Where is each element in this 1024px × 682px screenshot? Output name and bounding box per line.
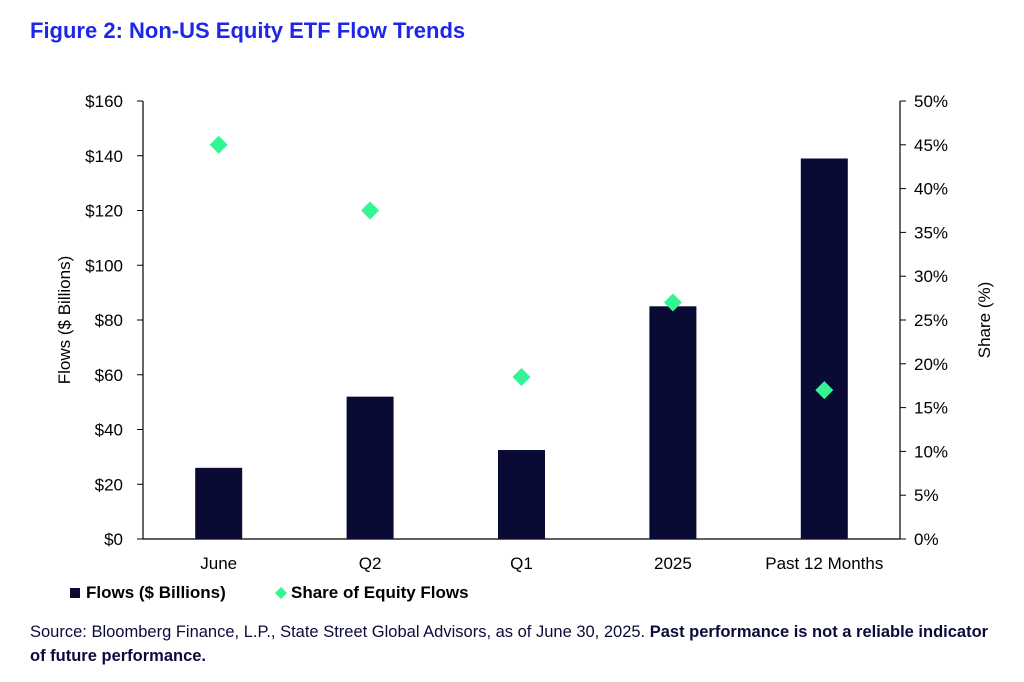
y-axis-title-right: Share (%) [975,282,994,359]
share-marker [361,201,380,220]
y-tick-label-left: $80 [95,311,123,330]
y-tick-label-left: $20 [95,475,123,494]
y-tick-label-right: 25% [914,311,948,330]
y-tick-label-left: $60 [95,366,123,385]
x-tick-label: 2025 [654,554,692,573]
y-tick-label-left: $0 [104,530,123,549]
bar [346,396,394,539]
y-tick-label-right: 10% [914,442,948,461]
share-marker [209,135,228,154]
y-axis-title-left: Flows ($ Billions) [55,256,74,384]
y-tick-label-right: 20% [914,355,948,374]
y-tick-label-right: 30% [914,267,948,286]
share-marker [663,293,682,312]
bar [800,158,848,540]
y-tick-label-left: $40 [95,421,123,440]
source-text: Source: Bloomberg Finance, L.P., State S… [30,623,650,641]
share-marker [815,381,834,400]
y-tick-label-right: 0% [914,530,939,549]
y-tick-label-right: 50% [914,92,948,111]
y-tick-label-left: $160 [85,92,123,111]
bar [195,467,243,539]
legend-swatch-flows [70,588,80,598]
disclaimer-text: Past performance is not a reliable indic… [30,623,989,665]
legend-label-flows: Flows ($ Billions) [86,583,226,602]
y-tick-label-right: 40% [914,180,948,199]
x-tick-label: Q2 [359,554,382,573]
x-tick-label: June [200,554,237,573]
legend-label-share: Share of Equity Flows [291,583,469,602]
y-tick-label-right: 5% [914,486,939,505]
bar [649,306,697,539]
y-tick-label-left: $100 [85,256,123,275]
x-tick-label: Q1 [510,554,533,573]
y-tick-label-left: $140 [85,147,123,166]
bar [498,450,545,539]
legend-swatch-share [275,587,287,599]
x-tick-label: Past 12 Months [765,554,883,573]
chart-title: Figure 2: Non-US Equity ETF Flow Trends [30,18,466,43]
y-tick-label-right: 45% [914,136,948,155]
source-note: Source: Bloomberg Finance, L.P., State S… [30,620,1000,668]
y-tick-label-left: $120 [85,202,123,221]
y-tick-label-right: 15% [914,399,948,418]
y-tick-label-right: 35% [914,223,948,242]
share-marker [512,367,531,386]
